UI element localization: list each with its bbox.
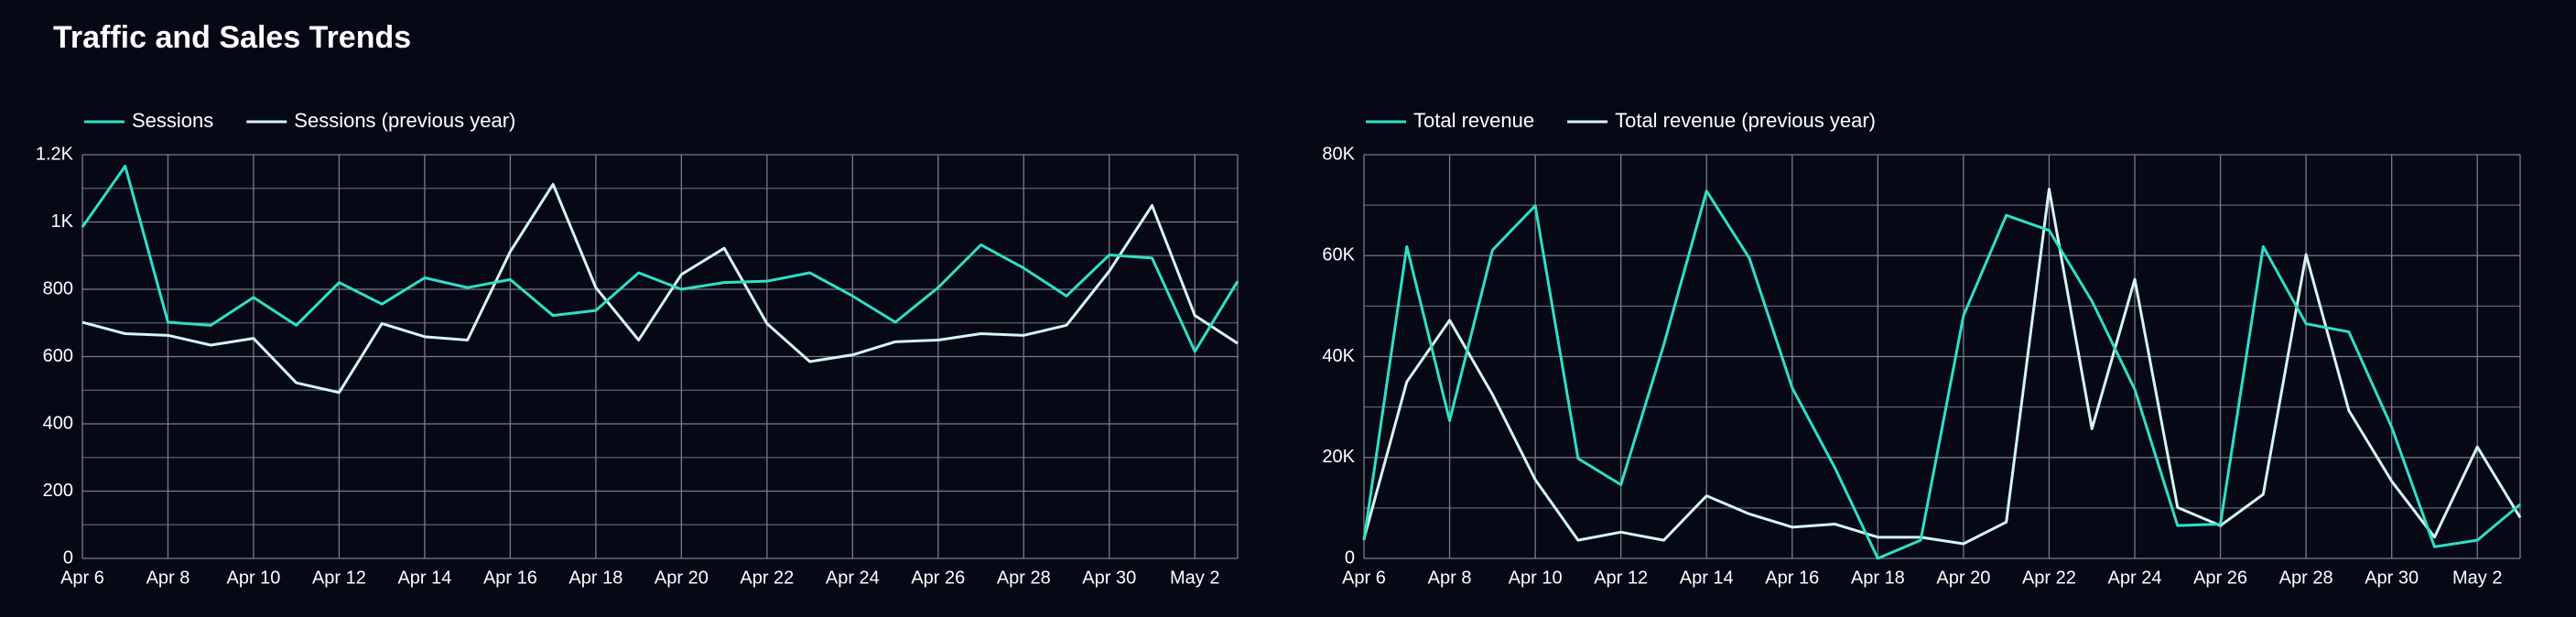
- x-tick-label: Apr 20: [1936, 568, 1990, 588]
- x-tick-label: Apr 6: [1342, 568, 1386, 588]
- x-tick-label: Apr 16: [483, 568, 537, 588]
- series-line: [81, 182, 1239, 395]
- x-tick-label: Apr 28: [2279, 568, 2333, 588]
- x-tick-label: Apr 12: [1594, 568, 1648, 588]
- x-tick-label: Apr 8: [1428, 568, 1472, 588]
- y-tick-label: 0: [1345, 547, 1355, 568]
- page-title: Traffic and Sales Trends: [53, 20, 411, 55]
- y-tick-label: 200: [43, 481, 73, 501]
- y-tick-label: 0: [63, 547, 73, 568]
- x-tick-label: May 2: [2452, 568, 2502, 588]
- x-tick-label: Apr 14: [1680, 568, 1734, 588]
- x-tick-label: Apr 24: [2108, 568, 2162, 588]
- x-tick-label: Apr 30: [2365, 568, 2419, 588]
- x-tick-label: Apr 22: [2022, 568, 2076, 588]
- y-tick-label: 40K: [1322, 346, 1355, 366]
- x-tick-label: Apr 12: [312, 568, 366, 588]
- x-tick-label: Apr 28: [997, 568, 1051, 588]
- x-tick-label: Apr 10: [1509, 568, 1563, 588]
- x-tick-label: Apr 26: [2193, 568, 2247, 588]
- y-tick-label: 60K: [1322, 245, 1355, 265]
- x-tick-label: Apr 18: [568, 568, 622, 588]
- x-tick-label: Apr 22: [740, 568, 794, 588]
- legend-label: Total revenue: [1413, 109, 1534, 132]
- series-line: [81, 164, 1239, 353]
- y-tick-label: 800: [43, 278, 73, 298]
- x-tick-label: Apr 16: [1765, 568, 1819, 588]
- y-tick-label: 1.2K: [36, 144, 74, 164]
- x-tick-label: Apr 26: [911, 568, 965, 588]
- x-tick-label: Apr 30: [1082, 568, 1136, 588]
- y-tick-label: 400: [43, 413, 73, 433]
- legend-label: Total revenue (previous year): [1615, 109, 1876, 132]
- y-tick-label: 1K: [51, 211, 74, 232]
- series-line: [1362, 189, 2521, 560]
- series-line: [1362, 187, 2522, 546]
- x-tick-label: Apr 24: [826, 568, 880, 588]
- y-tick-label: 600: [43, 346, 73, 366]
- x-tick-label: Apr 6: [60, 568, 104, 588]
- y-tick-label: 80K: [1322, 144, 1355, 164]
- y-tick-label: 20K: [1322, 447, 1355, 467]
- legend-label: Sessions: [132, 109, 213, 132]
- x-tick-label: Apr 20: [655, 568, 709, 588]
- x-tick-label: Apr 10: [226, 568, 280, 588]
- legend-label: Sessions (previous year): [294, 109, 515, 132]
- x-tick-label: Apr 14: [397, 568, 451, 588]
- x-tick-label: Apr 8: [146, 568, 190, 588]
- x-tick-label: May 2: [1170, 568, 1219, 588]
- x-tick-label: Apr 18: [1851, 568, 1905, 588]
